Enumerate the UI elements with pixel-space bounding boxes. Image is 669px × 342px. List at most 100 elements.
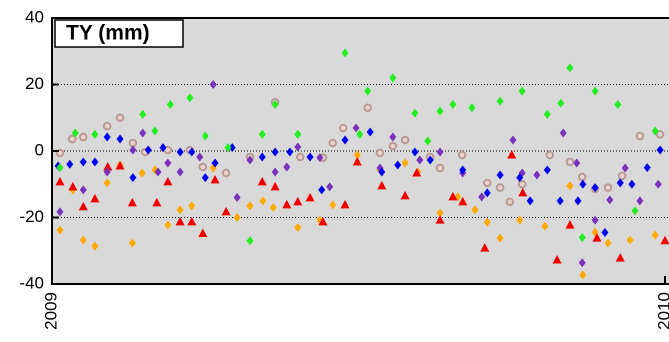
point bbox=[412, 167, 422, 177]
point bbox=[128, 138, 138, 148]
point bbox=[221, 206, 231, 216]
point bbox=[496, 170, 504, 180]
point bbox=[129, 173, 137, 183]
point bbox=[363, 103, 372, 113]
point bbox=[269, 203, 277, 213]
point bbox=[102, 121, 112, 131]
point bbox=[186, 93, 194, 103]
point bbox=[578, 232, 586, 242]
point bbox=[246, 236, 254, 246]
point bbox=[614, 99, 622, 109]
point bbox=[294, 142, 302, 152]
point bbox=[341, 135, 349, 145]
x-tick-label: 2009 bbox=[41, 292, 60, 330]
point bbox=[636, 196, 644, 206]
point bbox=[626, 235, 634, 245]
point bbox=[480, 243, 490, 252]
point bbox=[591, 183, 599, 193]
point bbox=[175, 216, 185, 226]
point bbox=[496, 96, 504, 106]
point bbox=[294, 222, 302, 232]
point bbox=[565, 157, 575, 167]
point bbox=[163, 176, 173, 186]
point bbox=[318, 216, 328, 226]
point bbox=[79, 157, 87, 167]
y-tick-label: -20 bbox=[19, 207, 44, 226]
point bbox=[388, 141, 398, 151]
point bbox=[286, 147, 294, 157]
point bbox=[517, 179, 527, 189]
point bbox=[416, 155, 424, 165]
point bbox=[258, 152, 266, 162]
point bbox=[79, 235, 87, 245]
point bbox=[91, 241, 99, 251]
point bbox=[127, 197, 137, 207]
y-tick-label: 0 bbox=[35, 140, 44, 159]
point bbox=[353, 150, 361, 160]
point bbox=[66, 159, 74, 169]
point bbox=[188, 147, 196, 157]
point bbox=[505, 197, 515, 207]
point bbox=[533, 170, 541, 180]
point bbox=[643, 163, 651, 173]
point bbox=[656, 145, 664, 155]
point bbox=[258, 129, 266, 139]
point bbox=[424, 136, 432, 146]
point bbox=[221, 168, 231, 178]
point bbox=[270, 181, 280, 191]
point bbox=[166, 99, 174, 109]
point bbox=[305, 192, 315, 202]
point bbox=[651, 126, 659, 136]
point bbox=[364, 86, 372, 96]
point bbox=[224, 143, 232, 153]
point bbox=[103, 178, 111, 188]
point bbox=[616, 178, 624, 188]
point bbox=[591, 215, 599, 225]
point bbox=[375, 148, 385, 158]
point bbox=[129, 145, 137, 155]
point bbox=[151, 126, 159, 136]
point bbox=[543, 165, 551, 175]
point bbox=[556, 196, 564, 206]
point bbox=[211, 158, 219, 168]
point bbox=[198, 162, 208, 172]
point bbox=[56, 225, 64, 235]
point bbox=[566, 181, 574, 191]
point bbox=[341, 48, 349, 58]
point bbox=[56, 163, 64, 173]
point bbox=[79, 185, 87, 195]
point bbox=[516, 215, 524, 225]
point bbox=[68, 181, 78, 191]
point bbox=[326, 182, 334, 192]
point bbox=[233, 213, 241, 222]
point bbox=[483, 217, 491, 227]
point bbox=[128, 238, 136, 248]
point bbox=[579, 270, 587, 280]
point bbox=[198, 228, 208, 237]
point bbox=[115, 160, 125, 170]
point bbox=[654, 179, 662, 189]
point bbox=[628, 179, 636, 189]
point bbox=[621, 163, 629, 173]
point bbox=[164, 220, 172, 230]
point bbox=[468, 103, 476, 113]
point bbox=[579, 179, 587, 189]
y-tick-label: 20 bbox=[25, 74, 44, 93]
point bbox=[71, 128, 79, 138]
point bbox=[115, 113, 125, 123]
point bbox=[507, 149, 517, 159]
point bbox=[457, 150, 467, 160]
point bbox=[458, 196, 468, 206]
point bbox=[635, 131, 645, 141]
point bbox=[459, 165, 467, 175]
point bbox=[201, 173, 209, 183]
point bbox=[67, 134, 77, 144]
point bbox=[138, 168, 146, 178]
point bbox=[389, 132, 397, 142]
point bbox=[366, 127, 374, 137]
point bbox=[516, 173, 524, 183]
point bbox=[257, 176, 267, 186]
point bbox=[518, 86, 526, 96]
